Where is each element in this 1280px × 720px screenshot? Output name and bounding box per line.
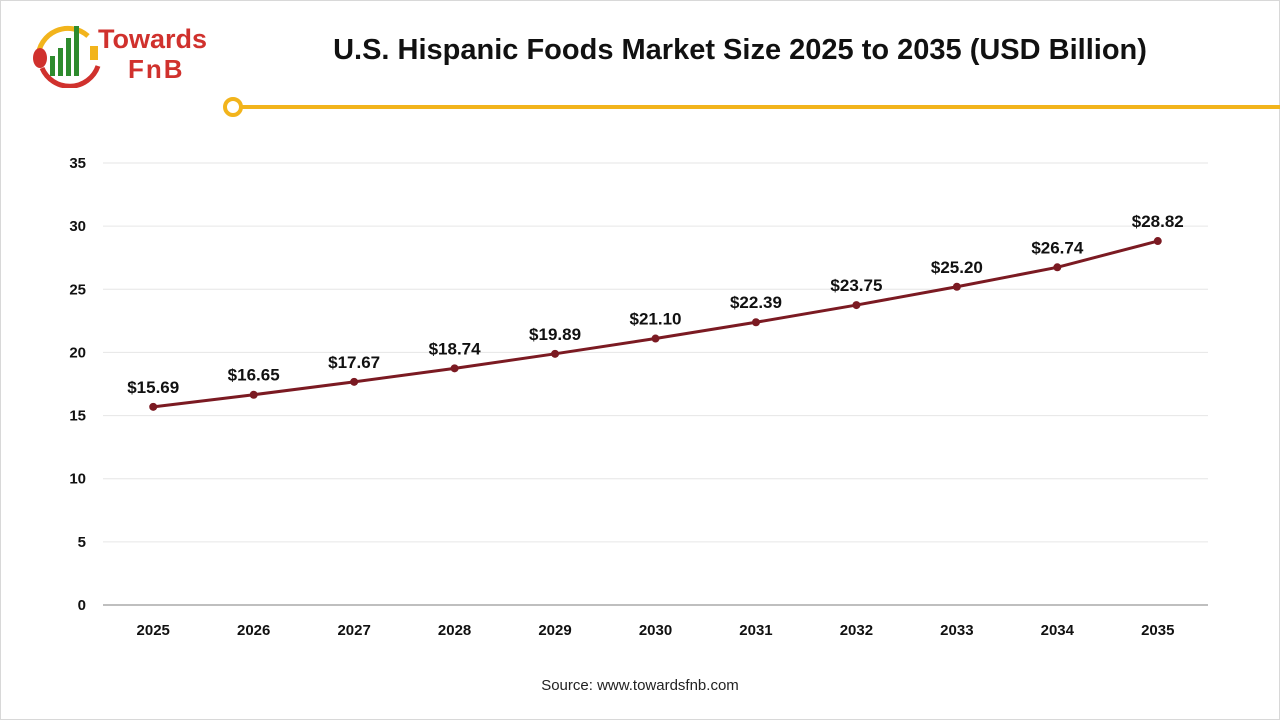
data-label: $16.65 [228,366,280,385]
data-point [751,318,760,327]
x-tick-label: 2030 [639,622,672,639]
x-tick-label: 2033 [940,622,973,639]
y-tick-label: 30 [69,218,86,235]
data-point [551,349,560,358]
data-point [249,390,258,399]
data-point [952,282,961,291]
y-tick-label: 10 [69,471,86,488]
y-tick-label: 20 [69,344,86,361]
data-label: $19.89 [529,325,581,344]
x-tick-label: 2027 [337,622,370,639]
data-label: $15.69 [127,378,179,397]
y-tick-label: 0 [78,597,86,614]
data-label: $22.39 [730,293,782,312]
data-point [852,301,861,310]
data-point [149,402,158,411]
y-tick-label: 25 [69,281,86,298]
y-tick-label: 5 [78,534,86,551]
data-label: $26.74 [1031,238,1084,257]
data-label: $18.74 [429,339,482,358]
data-point [350,377,359,386]
towardsfnb-logo: Towards FnB [28,18,218,88]
x-tick-label: 2035 [1141,622,1174,639]
data-point [1053,263,1062,272]
logo-subtext: FnB [128,54,185,84]
data-label: $23.75 [830,276,882,295]
data-label: $17.67 [328,353,380,372]
x-tick-label: 2029 [538,622,571,639]
x-tick-label: 2026 [237,622,270,639]
x-tick-label: 2028 [438,622,471,639]
chart-title: U.S. Hispanic Foods Market Size 2025 to … [333,34,1147,66]
data-point [1153,237,1162,246]
x-tick-label: 2034 [1041,622,1075,639]
logo-text: Towards [98,24,208,54]
y-tick-label: 15 [69,408,86,425]
x-tick-label: 2025 [137,622,170,639]
x-tick-label: 2031 [739,622,772,639]
data-label: $28.82 [1132,212,1184,231]
y-tick-label: 35 [69,155,86,172]
data-label: $21.10 [630,310,682,329]
source-text: Source: www.towardsfnb.com [541,677,739,694]
data-label: $25.20 [931,258,983,277]
x-tick-label: 2032 [840,622,873,639]
data-point [651,334,660,343]
data-point [450,364,459,373]
accent-circle [223,97,243,117]
